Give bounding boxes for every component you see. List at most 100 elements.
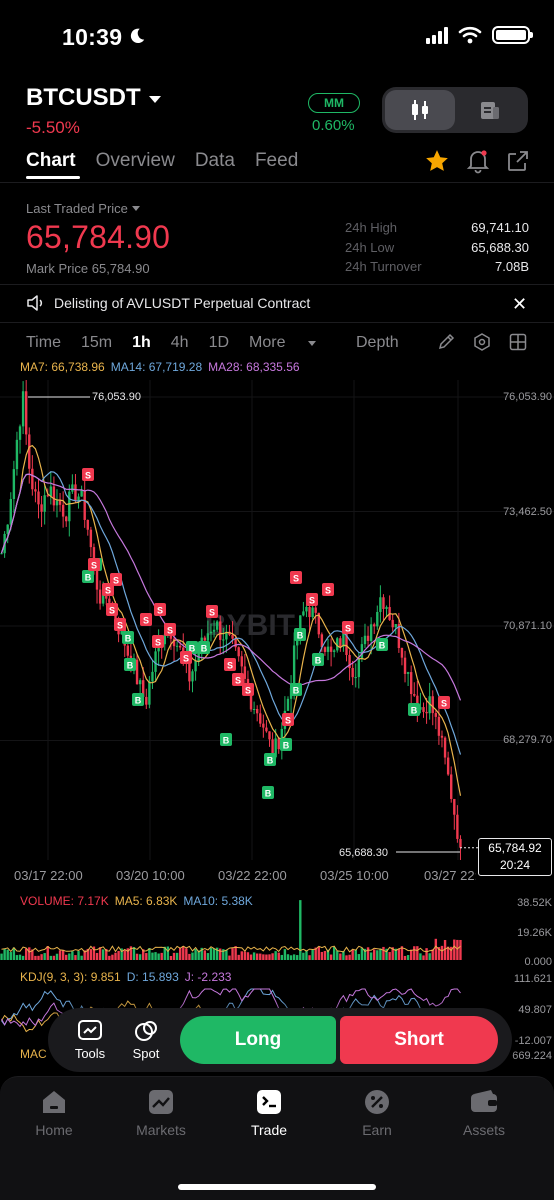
candle-body bbox=[379, 597, 382, 612]
candlestick-view-button[interactable] bbox=[385, 90, 455, 130]
mm-value: 0.60% bbox=[312, 117, 355, 134]
close-icon[interactable]: ✕ bbox=[512, 294, 528, 314]
svg-text:S: S bbox=[105, 586, 111, 596]
candle-body bbox=[329, 646, 333, 652]
volume-bar bbox=[314, 947, 317, 960]
candle-body bbox=[391, 619, 394, 628]
candle-body bbox=[376, 611, 379, 627]
short-button[interactable]: Short bbox=[340, 1016, 498, 1064]
candle-body bbox=[61, 504, 65, 517]
volume-bar bbox=[394, 948, 397, 960]
sell-marker: S bbox=[306, 593, 318, 606]
volume-bar bbox=[320, 951, 324, 960]
candle-body bbox=[296, 639, 299, 646]
candle-body bbox=[40, 504, 43, 512]
tab-data[interactable]: Data bbox=[194, 150, 235, 171]
last-traded-label[interactable]: Last Traded Price bbox=[26, 201, 140, 216]
candle-body bbox=[222, 639, 225, 641]
svg-text:B: B bbox=[125, 634, 132, 644]
long-button[interactable]: Long bbox=[180, 1016, 336, 1064]
tools-button[interactable]: Tools bbox=[62, 1019, 118, 1061]
volume-bar bbox=[234, 946, 237, 960]
volume-bar bbox=[215, 947, 219, 960]
candle-body bbox=[86, 519, 89, 530]
stat-24h-turnover: 24h Turnover 7.08B bbox=[345, 259, 529, 274]
x-tick: 03/25 10:00 bbox=[320, 868, 389, 883]
interval-4h[interactable]: 4h bbox=[170, 334, 189, 351]
symbol-selector[interactable]: BTCUSDT bbox=[26, 84, 161, 112]
candle-body bbox=[314, 607, 317, 613]
volume-bar bbox=[255, 953, 259, 960]
volume-bar bbox=[406, 955, 410, 960]
volume-bar bbox=[416, 946, 419, 960]
volume-bar bbox=[286, 954, 290, 960]
settings-icon[interactable] bbox=[473, 333, 491, 351]
buy-marker: B bbox=[124, 658, 136, 671]
candle-body bbox=[299, 615, 302, 640]
volume-bar bbox=[453, 939, 456, 960]
volume-bar bbox=[129, 946, 133, 960]
kdj-axis-tick: -12.007 bbox=[514, 1035, 552, 1047]
volume-bar bbox=[329, 954, 333, 960]
star-icon[interactable] bbox=[424, 148, 450, 174]
volume-bar bbox=[243, 951, 247, 960]
announcement-banner[interactable]: Delisting of AVLUSDT Perpetual Contract bbox=[26, 295, 310, 311]
volume-bar bbox=[86, 948, 89, 960]
spot-button[interactable]: Spot bbox=[118, 1019, 174, 1061]
layout-grid-icon[interactable] bbox=[509, 333, 527, 351]
interval-more[interactable]: More bbox=[249, 334, 336, 352]
volume-bar bbox=[262, 954, 265, 960]
candle-body bbox=[320, 634, 324, 648]
candle-body bbox=[31, 468, 34, 490]
sell-marker: S bbox=[82, 468, 94, 481]
mm-badge[interactable]: MM bbox=[308, 93, 360, 113]
volume-bar bbox=[200, 947, 203, 960]
nav-markets[interactable]: Markets bbox=[121, 1088, 201, 1138]
interval-1h[interactable]: 1h bbox=[132, 334, 151, 351]
svg-text:S: S bbox=[345, 624, 351, 634]
svg-text:S: S bbox=[117, 621, 123, 631]
tab-overview[interactable]: Overview bbox=[95, 150, 175, 171]
interval-time[interactable]: Time bbox=[26, 334, 61, 351]
volume-bar bbox=[15, 955, 19, 960]
nav-assets[interactable]: Assets bbox=[444, 1088, 524, 1138]
buy-marker: B bbox=[264, 753, 276, 766]
home-indicator bbox=[178, 1184, 376, 1190]
bell-icon[interactable] bbox=[466, 148, 490, 174]
nav-earn-label: Earn bbox=[362, 1122, 392, 1138]
nav-earn[interactable]: Earn bbox=[337, 1088, 417, 1138]
tab-feed[interactable]: Feed bbox=[254, 150, 299, 171]
sell-marker: S bbox=[290, 571, 302, 584]
view-toggle[interactable] bbox=[382, 87, 528, 133]
depth-toggle[interactable]: Depth bbox=[356, 334, 399, 351]
volume-bar bbox=[117, 950, 120, 960]
candle-body bbox=[234, 638, 237, 648]
share-icon[interactable] bbox=[506, 149, 530, 173]
interval-15m[interactable]: 15m bbox=[80, 334, 113, 351]
sell-marker: S bbox=[140, 613, 152, 626]
svg-text:S: S bbox=[167, 626, 173, 636]
nav-trade[interactable]: Trade bbox=[229, 1088, 309, 1138]
pencil-icon[interactable] bbox=[437, 333, 455, 351]
volume-bar bbox=[114, 952, 117, 960]
volume-bar bbox=[363, 948, 367, 960]
interval-1d[interactable]: 1D bbox=[208, 334, 230, 351]
tab-chart[interactable]: Chart bbox=[26, 150, 76, 171]
candle-body bbox=[138, 680, 142, 685]
buy-marker: B bbox=[122, 631, 134, 644]
candle-body bbox=[422, 707, 425, 712]
orderbook-view-button[interactable] bbox=[455, 90, 525, 130]
volume-bar bbox=[345, 955, 348, 960]
candle-body bbox=[443, 737, 447, 758]
candle-body bbox=[332, 650, 336, 652]
candle-body bbox=[400, 647, 404, 658]
sell-marker: S bbox=[206, 605, 218, 618]
volume-bar bbox=[61, 949, 65, 960]
candlestick-chart[interactable]: BYBIT SBBSSSSSBBSSBSSBSBSBSSSBSBBSSSBBBS… bbox=[0, 380, 554, 860]
candle-body bbox=[151, 671, 154, 682]
svg-text:S: S bbox=[155, 638, 161, 648]
volume-bar bbox=[28, 947, 31, 960]
nav-home[interactable]: Home bbox=[14, 1088, 94, 1138]
candle-body bbox=[354, 677, 357, 679]
ma-line bbox=[0, 473, 462, 701]
